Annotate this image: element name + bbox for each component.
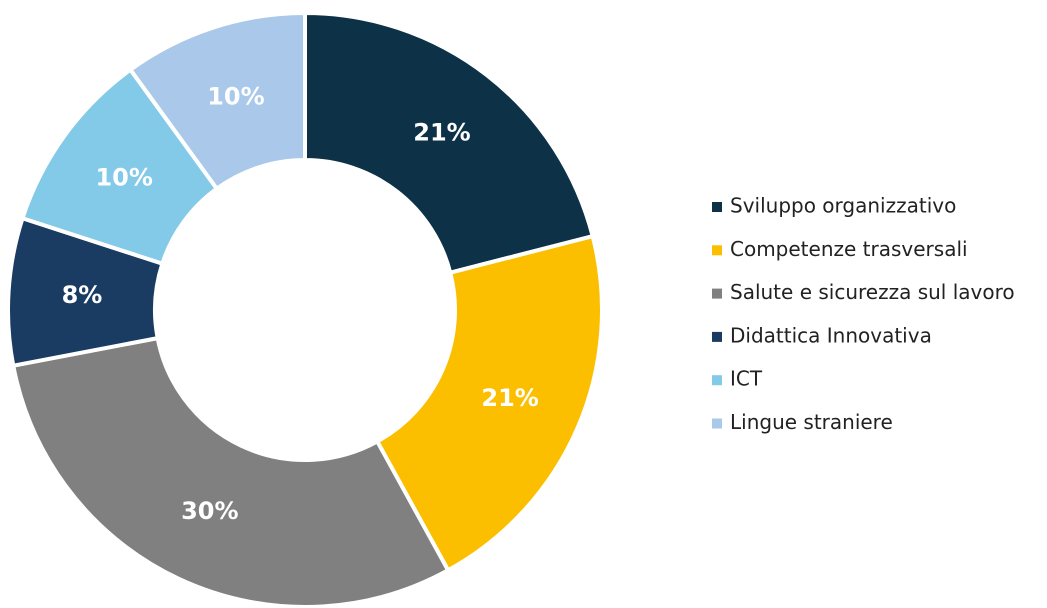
value-label: 30% <box>181 497 238 525</box>
value-label: 21% <box>481 384 538 412</box>
value-label: 21% <box>413 118 470 146</box>
legend-label: ICT <box>730 367 763 391</box>
legend-label: Competenze trasversali <box>730 237 968 261</box>
legend-label: Didattica Innovativa <box>730 323 932 347</box>
legend-swatch <box>712 375 722 386</box>
value-label: 10% <box>95 164 152 192</box>
legend-label: Sviluppo organizzativo <box>730 194 956 218</box>
legend-swatch <box>712 418 722 429</box>
slice <box>374 233 604 573</box>
slice <box>127 10 307 192</box>
legend-swatch <box>712 245 722 256</box>
value-label: 10% <box>207 82 264 110</box>
value-label: 8% <box>62 281 103 309</box>
legend-swatch <box>712 202 722 212</box>
legend-swatch <box>712 331 722 342</box>
legend-label: Salute e sicurezza sul lavoro <box>730 280 1015 304</box>
slice <box>303 10 596 276</box>
legend-label: Lingue straniere <box>730 410 893 434</box>
legend-swatch <box>712 288 722 299</box>
slice <box>10 335 451 608</box>
